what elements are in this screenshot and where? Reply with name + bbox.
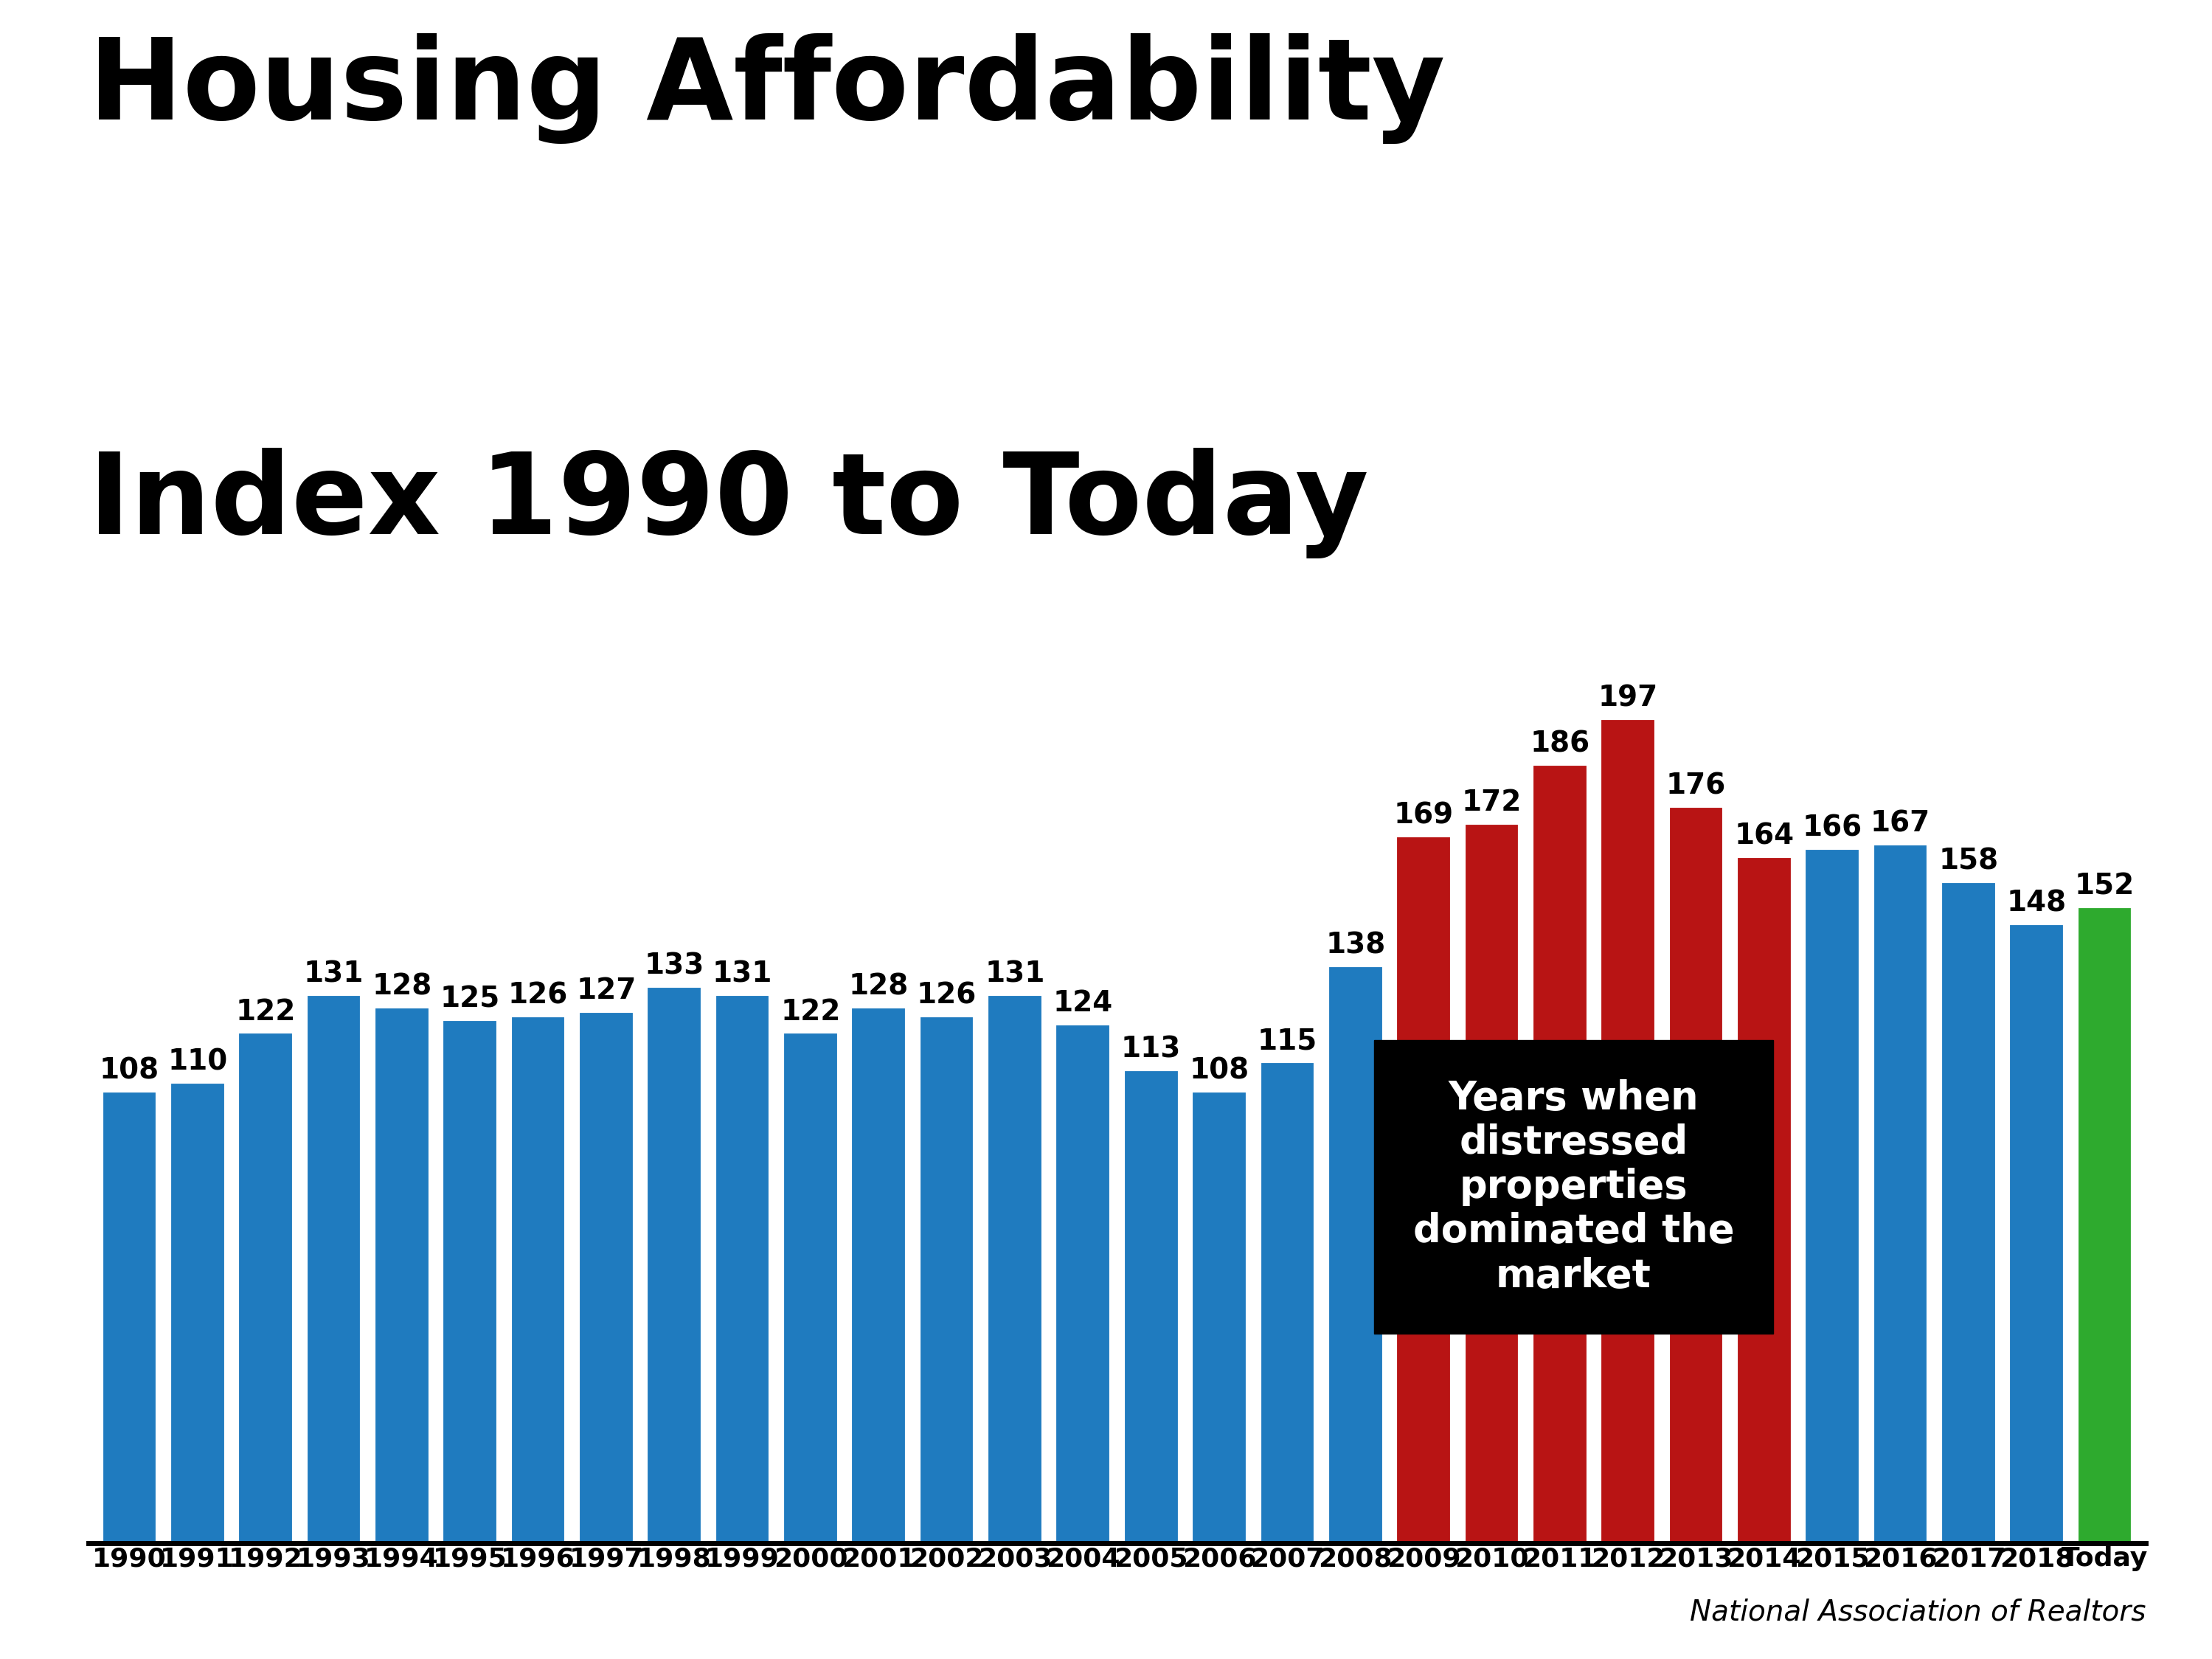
Text: 197: 197: [1597, 684, 1659, 712]
Text: 124: 124: [1053, 989, 1113, 1017]
Bar: [170, 1082, 226, 1543]
Text: Index 1990 to Today: Index 1990 to Today: [88, 448, 1369, 559]
Bar: [1533, 765, 1588, 1543]
Bar: [1940, 881, 1997, 1543]
Text: 122: 122: [781, 999, 841, 1025]
Text: 138: 138: [1325, 931, 1385, 959]
Bar: [714, 994, 770, 1543]
Text: 172: 172: [1462, 788, 1522, 816]
Bar: [918, 1015, 975, 1543]
Bar: [305, 994, 361, 1543]
Bar: [2077, 907, 2132, 1543]
Text: 125: 125: [440, 985, 500, 1014]
Text: 131: 131: [984, 961, 1044, 989]
Text: 108: 108: [100, 1057, 159, 1085]
Bar: [1124, 1070, 1179, 1543]
Text: 176: 176: [1666, 771, 1725, 800]
Text: 128: 128: [849, 972, 909, 1000]
Text: 148: 148: [2006, 889, 2066, 917]
Bar: [987, 994, 1042, 1543]
Bar: [442, 1020, 498, 1543]
Bar: [783, 1032, 838, 1543]
Bar: [577, 1012, 635, 1543]
Bar: [237, 1032, 294, 1543]
Bar: [1259, 1062, 1316, 1543]
Text: 164: 164: [1734, 823, 1794, 849]
Text: Years when
distressed
properties
dominated the
market: Years when distressed properties dominat…: [1413, 1078, 1734, 1296]
Text: 113: 113: [1121, 1035, 1181, 1063]
Bar: [1874, 844, 1929, 1543]
Bar: [852, 1007, 907, 1543]
Text: 166: 166: [1803, 815, 1863, 841]
Bar: [2008, 924, 2064, 1543]
Text: 126: 126: [509, 980, 568, 1009]
Text: 108: 108: [1190, 1057, 1250, 1085]
Text: 122: 122: [234, 999, 296, 1025]
Bar: [1805, 848, 1860, 1543]
Text: 110: 110: [168, 1048, 228, 1077]
Text: 133: 133: [644, 952, 703, 980]
Bar: [1192, 1092, 1248, 1543]
Text: 131: 131: [303, 961, 363, 989]
Text: 152: 152: [2075, 873, 2135, 901]
Bar: [102, 1092, 157, 1543]
Bar: [1396, 836, 1451, 1543]
Bar: [1668, 806, 1723, 1543]
Text: 131: 131: [712, 961, 772, 989]
Text: 186: 186: [1531, 730, 1590, 758]
Text: 158: 158: [1938, 848, 1997, 876]
Text: 167: 167: [1871, 810, 1931, 838]
Text: 128: 128: [372, 972, 431, 1000]
Bar: [1464, 823, 1520, 1543]
Text: Housing Affordability: Housing Affordability: [88, 33, 1444, 144]
Text: 126: 126: [916, 980, 978, 1009]
Bar: [511, 1015, 566, 1543]
Bar: [1055, 1024, 1110, 1543]
Text: 127: 127: [575, 977, 637, 1005]
Bar: [1327, 966, 1382, 1543]
Bar: [1599, 718, 1657, 1543]
Text: National Association of Realtors: National Association of Realtors: [1690, 1598, 2146, 1626]
Text: 115: 115: [1256, 1027, 1318, 1055]
Bar: [374, 1007, 429, 1543]
Bar: [646, 985, 701, 1543]
Text: 169: 169: [1394, 801, 1453, 830]
Bar: [1736, 856, 1792, 1543]
